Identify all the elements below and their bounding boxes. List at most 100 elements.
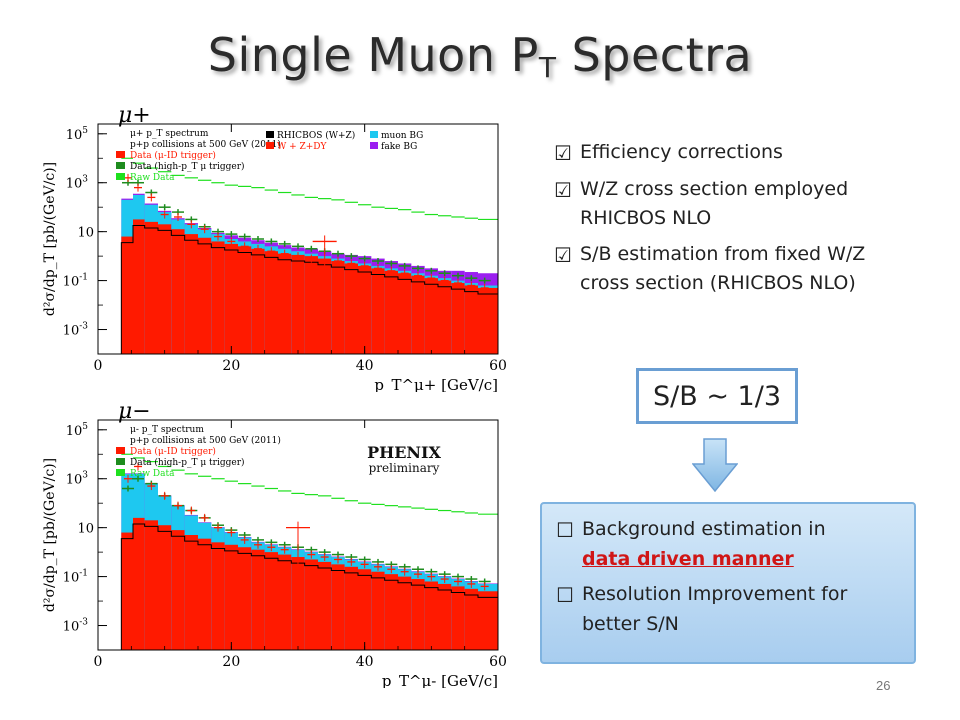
bullet-text: RHICBOS NLO: [580, 207, 712, 230]
data-hpt-point: [332, 250, 344, 257]
data-muid-point: [227, 528, 236, 537]
data-muid-point: [254, 540, 262, 549]
data-hpt-point: [452, 272, 464, 279]
data-hpt-point: [238, 233, 251, 240]
data-hpt-point: [438, 270, 451, 277]
dy-bar: [398, 576, 412, 650]
data-muid-point: [334, 555, 342, 564]
dy-bar: [478, 287, 498, 354]
wz-line: [120, 523, 498, 650]
data-muid-point: [360, 261, 369, 270]
dy-bar: [133, 517, 145, 650]
dy-bar: [358, 265, 372, 354]
data-muid-point: [267, 247, 276, 256]
data-hpt-point: [425, 267, 438, 274]
data-muid-point: [200, 513, 209, 522]
data-muid-point: [360, 560, 369, 569]
legend-swatch: [266, 142, 274, 149]
preliminary-label: preliminary: [369, 461, 440, 475]
x-tick-label: 40: [356, 654, 374, 670]
data-muid-point: [254, 244, 262, 253]
dy-bar: [424, 278, 438, 354]
dy-bar: [224, 544, 238, 650]
todo-panel: ☐ Background estimation in data driven ma…: [540, 502, 916, 664]
data-muid-point: [294, 252, 302, 261]
dy-bar: [171, 530, 185, 650]
bullet-text: cross section (RHICBOS NLO): [580, 272, 856, 295]
data-muid-point: [427, 572, 436, 581]
dy-bar: [184, 234, 198, 354]
data-hpt-point: [465, 275, 478, 282]
data-hpt-point: [132, 475, 144, 482]
dy-bar: [158, 224, 172, 354]
data-hpt-point: [345, 253, 358, 260]
dy-bar: [451, 283, 465, 354]
todo-emphasis-text: data driven manner: [582, 548, 794, 571]
todo-item: ☐ Resolution Improvement for better S/N: [556, 579, 900, 640]
x-tick-label: 0: [94, 654, 103, 670]
bullet-text: S/B estimation from fixed W/Z: [580, 242, 866, 265]
data-muid-point: [280, 249, 289, 258]
data-hpt-point: [358, 255, 371, 262]
data-hpt-point: [122, 485, 134, 492]
data-hpt-point: [292, 243, 304, 250]
data-muid-point: [307, 550, 316, 559]
data-muid-point: [240, 242, 249, 251]
legend-swatch: [116, 151, 125, 158]
dy-bar: [251, 248, 265, 354]
data-muid-point: [334, 257, 342, 266]
page-title: Single Muon PT Spectra: [207, 28, 753, 84]
todo-text: better S/N: [582, 613, 679, 636]
todo-item: ☐ Background estimation in data driven ma…: [556, 514, 900, 575]
data-muid-point: [214, 232, 222, 241]
data-muid-point: [347, 259, 356, 268]
data-muid-point: [286, 521, 310, 650]
x-axis-label: p_T^μ- [GeV/c]: [382, 672, 498, 688]
data-muid-point: [147, 482, 156, 491]
chart-mu-plus: 0 20 40 60 10-3 10-1 10 103 105 d²σ/dp_T [pb/(GeV…: [42, 103, 507, 392]
data-muid-point: [400, 567, 409, 576]
sb-ratio-text: S/B ~ 1/3: [653, 380, 781, 412]
dy-bar: [121, 532, 133, 650]
legend-label: μ+ p_T spectrum: [130, 129, 209, 139]
legend-label: RHICBOS (W+Z): [277, 130, 355, 141]
data-muid-point: [124, 474, 132, 483]
empty-checkbox-icon: ☐: [556, 582, 574, 607]
dy-bar: [464, 285, 478, 354]
legend-label: muon BG: [381, 131, 423, 141]
data-muid-point: [347, 557, 356, 566]
x-tick-label: 60: [489, 358, 507, 374]
data-muid-point: [160, 491, 169, 500]
dy-bar: [451, 586, 465, 650]
data-muid-point: [174, 501, 182, 510]
dy-bar: [358, 569, 372, 650]
data-muid-point: [187, 220, 196, 229]
legend-swatch: [116, 447, 125, 454]
legend-swatch: [116, 173, 125, 180]
dy-bar: [318, 561, 332, 650]
data-muid-point: [187, 506, 196, 515]
data-muid-point: [280, 545, 289, 554]
data-muid-point: [214, 523, 222, 532]
data-muid-point: [400, 269, 409, 278]
data-muid-point: [374, 264, 382, 273]
checkbox-icon: ☑: [554, 178, 572, 202]
dy-bar: [264, 251, 278, 354]
dy-bar: [438, 280, 452, 354]
legend-label: Data (μ-ID trigger): [130, 446, 216, 457]
data-muid-point: [227, 237, 236, 246]
data-hpt-point: [158, 204, 171, 211]
data-hpt-point: [478, 277, 491, 284]
x-tick-label: 60: [489, 654, 507, 670]
dy-bar: [384, 270, 398, 354]
data-muid-point: [147, 193, 156, 202]
legend-label: Data (μ-ID trigger): [130, 150, 216, 161]
data-muid-point: [124, 173, 132, 182]
empty-checkbox-icon: ☐: [556, 518, 574, 542]
dy-bar: [344, 566, 358, 650]
data-muid-point: [440, 575, 449, 584]
bullet-item: ☑ S/B estimation from fixed W/Z cross sec…: [554, 240, 934, 299]
dy-bar: [211, 542, 225, 650]
sb-ratio-box: S/B ~ 1/3: [636, 368, 798, 424]
x-tick-label: 20: [222, 358, 240, 374]
